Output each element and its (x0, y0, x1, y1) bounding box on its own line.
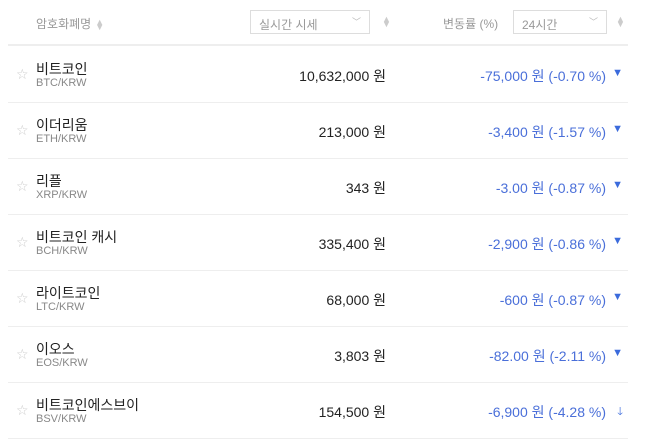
sort-price-icon[interactable]: ▲ ▼ (382, 14, 391, 29)
coin-price: 3,803 원 (334, 348, 386, 364)
coin-change: -3,400 원 (-1.57 %) (488, 124, 606, 140)
table-header: 암호화폐명 ▲ ▼ 실시간 시세 ﹀ ▲ ▼ 변동률 (%) 24시간 ﹀ ▲ ▼ (8, 0, 628, 46)
coin-change: -600 원 (-0.87 %) (499, 292, 606, 308)
coin-row[interactable]: ☆ 비트코인 캐시 BCH/KRW 335,400 원 -2,900 원 (-0… (8, 214, 628, 271)
sort-by-name[interactable]: 암호화폐명 ▲ ▼ (36, 16, 105, 32)
coin-change: -3.00 원 (-0.87 %) (495, 180, 606, 196)
down-arrow-icon: ▼ (612, 67, 623, 79)
coin-name: 이오스 (36, 341, 75, 357)
coin-symbol: XRP/KRW (36, 189, 88, 201)
sort-change-icon[interactable]: ▲ ▼ (616, 14, 625, 29)
coin-row[interactable]: ☆ 비트코인 BTC/KRW 10,632,000 원 -75,000 원 (-… (8, 46, 628, 103)
coin-row[interactable]: ☆ 라이트코인 LTC/KRW 68,000 원 -600 원 (-0.87 %… (8, 270, 628, 327)
coin-symbol: BTC/KRW (36, 77, 87, 89)
star-icon[interactable]: ☆ (16, 122, 29, 138)
coin-row[interactable]: ☆ 이더리움 ETH/KRW 213,000 원 -3,400 원 (-1.57… (8, 102, 628, 159)
coin-symbol: BSV/KRW (36, 413, 87, 425)
coin-symbol: ETH/KRW (36, 133, 87, 145)
down-arrow-icon: ▼ (612, 347, 623, 359)
star-icon[interactable]: ☆ (16, 66, 29, 82)
price-type-select[interactable]: 실시간 시세 ﹀ (250, 10, 370, 34)
down-arrow-icon: ▼ (612, 291, 623, 303)
coin-name: 라이트코인 (36, 285, 101, 301)
coin-change: -2,900 원 (-0.86 %) (488, 236, 606, 252)
coin-symbol: LTC/KRW (36, 301, 85, 313)
coin-price: 335,400 원 (318, 236, 386, 252)
coin-symbol: EOS/KRW (36, 357, 88, 369)
coin-row[interactable]: ☆ 이오스 EOS/KRW 3,803 원 -82.00 원 (-2.11 %)… (8, 326, 628, 383)
coin-name: 비트코인 (36, 61, 88, 77)
coin-row[interactable]: ☆ 리플 XRP/KRW 343 원 -3.00 원 (-0.87 %) ▼ (8, 158, 628, 215)
star-icon[interactable]: ☆ (16, 290, 29, 306)
coin-change: -82.00 원 (-2.11 %) (489, 348, 606, 364)
coin-row[interactable]: ☆ 비트코인에스브이 BSV/KRW 154,500 원 -6,900 원 (-… (8, 382, 628, 439)
coin-symbol: BCH/KRW (36, 245, 88, 257)
coin-price: 10,632,000 원 (299, 68, 386, 84)
coin-name: 비트코인 캐시 (36, 229, 118, 245)
sort-icon: ▲ ▼ (95, 16, 105, 32)
coin-change: -75,000 원 (-0.70 %) (480, 68, 606, 84)
coin-name: 리플 (36, 173, 62, 189)
coin-name: 이더리움 (36, 117, 88, 133)
coin-price: 213,000 원 (318, 124, 386, 140)
down-arrow-icon: ▼ (612, 235, 623, 247)
down-arrow-icon: 🡓 (617, 406, 623, 418)
down-arrow-icon: ▼ (612, 123, 623, 135)
coin-price: 343 원 (345, 180, 386, 196)
star-icon[interactable]: ☆ (16, 346, 29, 362)
coin-price: 154,500 원 (318, 404, 386, 420)
chevron-down-icon: ﹀ (351, 17, 361, 27)
star-icon[interactable]: ☆ (16, 402, 29, 418)
coin-price: 68,000 원 (326, 292, 386, 308)
chevron-down-icon: ﹀ (588, 17, 598, 27)
star-icon[interactable]: ☆ (16, 178, 29, 194)
down-arrow-icon: ▼ (612, 179, 623, 191)
coin-change: -6,900 원 (-4.28 %) (488, 404, 606, 420)
period-select[interactable]: 24시간 ﹀ (513, 10, 607, 34)
change-label: 변동률 (%) (443, 17, 499, 31)
coin-name: 비트코인에스브이 (36, 397, 140, 413)
star-icon[interactable]: ☆ (16, 234, 29, 250)
